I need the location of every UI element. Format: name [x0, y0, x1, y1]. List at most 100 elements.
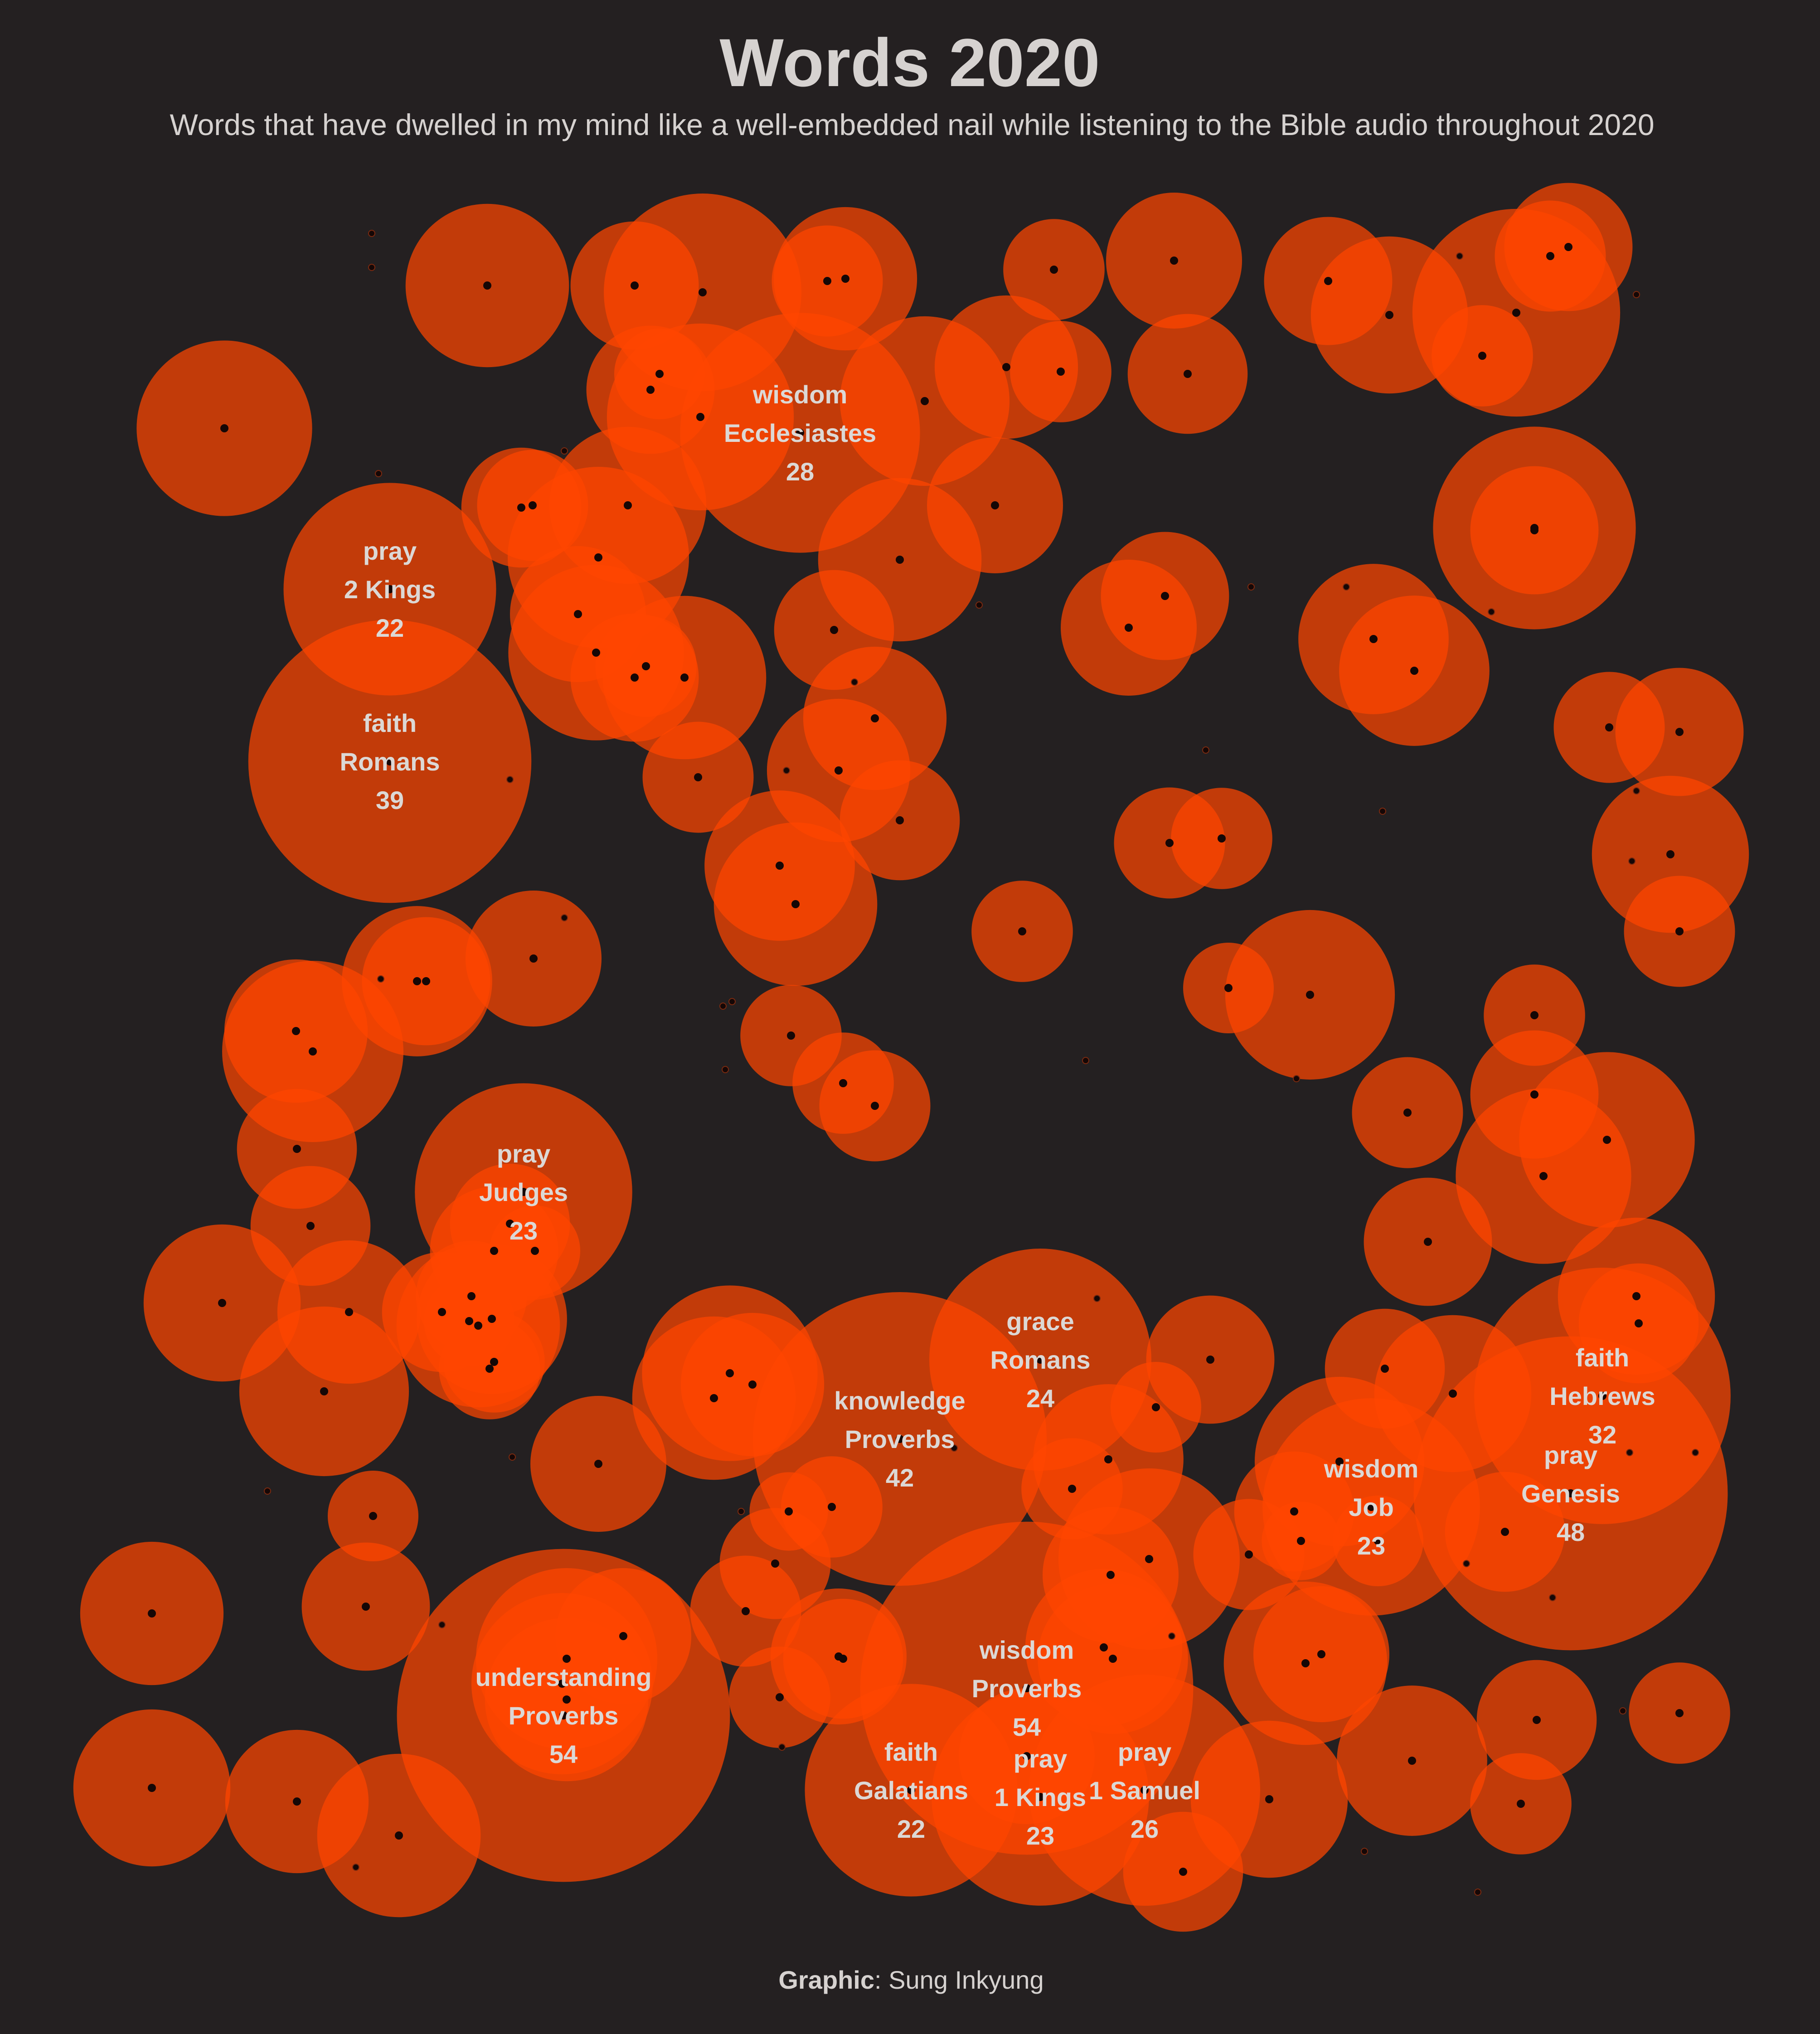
bubble-center-dot [1317, 1650, 1325, 1658]
bubble-center-dot [1666, 850, 1674, 858]
label-count: 22 [897, 1815, 925, 1843]
bubble-center-dot [1381, 1365, 1389, 1373]
bubble-center-dot [1335, 1458, 1344, 1466]
bubble-center-dot [220, 424, 228, 432]
bubble-center-dot [1179, 1868, 1187, 1876]
bubble-center-dot [320, 1387, 328, 1395]
bubble-center-dot [395, 1831, 403, 1840]
label-count: 32 [1588, 1420, 1616, 1449]
bubble-center-dot [1403, 1109, 1412, 1117]
label-book: Romans [340, 747, 440, 776]
label-book: Job [1349, 1493, 1394, 1521]
label-word: knowledge [834, 1386, 965, 1415]
stray-point [1633, 787, 1640, 794]
label-word: grace [1006, 1307, 1074, 1336]
chart-subtitle: Words that have dwelled in my mind like … [170, 108, 1654, 141]
bubble-center-dot [490, 1358, 498, 1366]
stray-point [438, 1621, 446, 1628]
bubble-center-dot [776, 862, 784, 870]
bubble-center-dot [362, 1603, 370, 1611]
stray-point [1474, 1889, 1481, 1896]
bubble-center-dot [293, 1797, 301, 1806]
bubble-center-dot [646, 386, 655, 394]
bubble-center-dot [1141, 1786, 1149, 1794]
bubble-center-dot [631, 281, 639, 290]
bubble-center-dot [1125, 624, 1133, 632]
chart-caption: Graphic: Sung Inkyung [778, 1966, 1043, 1994]
bubble-center-dot [559, 1711, 568, 1719]
bubble-center-dot [306, 1222, 315, 1230]
bubble-center-dot [694, 773, 702, 781]
bubble-center-dot [1036, 1356, 1044, 1364]
bubble-center-dot [485, 1365, 494, 1373]
stray-point [509, 1453, 516, 1461]
bubble-center-dot [422, 977, 430, 985]
bubble-center-dot [1002, 363, 1010, 371]
stray-point [1463, 1560, 1470, 1567]
bubble-center-dot [624, 501, 632, 509]
label-book: 1 Kings [995, 1783, 1086, 1811]
bubble-center-dot [785, 1507, 793, 1516]
bubble-center-dot [529, 954, 538, 963]
stray-point [1626, 1449, 1633, 1456]
bubble-center-dot [1100, 1643, 1108, 1651]
stray-point [722, 1066, 729, 1073]
stray-point [951, 1444, 958, 1452]
bubble-center-dot [1539, 1172, 1548, 1180]
stray-point [368, 264, 375, 271]
bubble-center-dot [699, 288, 707, 296]
bubble-center-dot [1104, 1455, 1112, 1463]
bubble-center-dot [896, 816, 904, 824]
label-count: 54 [549, 1740, 578, 1768]
bubble-center-dot [828, 1503, 836, 1511]
label-book: 2 Kings [344, 575, 436, 604]
bubble-center-dot [529, 501, 537, 509]
bubble-center-dot [1501, 1528, 1509, 1536]
bubble-center-dot [1218, 834, 1226, 843]
bubble-center-dot [1564, 243, 1572, 251]
bubble-center-dot [642, 662, 650, 670]
label-count: 39 [376, 786, 404, 814]
stray-point [728, 998, 736, 1005]
bubble-center-dot [776, 1693, 784, 1701]
bubble-center-dot [839, 1079, 847, 1087]
stray-point [1202, 746, 1209, 754]
bubble-center-dot [796, 429, 804, 437]
label-word: pray [497, 1139, 550, 1168]
bubble-center-dot [474, 1322, 482, 1330]
label-count: 23 [510, 1216, 538, 1245]
stray-point [719, 1002, 727, 1010]
bubble-center-dot [386, 585, 394, 593]
bubble-center-dot [1224, 984, 1233, 992]
bubble-center-dot [1675, 1709, 1684, 1717]
bubble-center-dot [1369, 635, 1378, 643]
bubble-center-dot [791, 900, 800, 908]
bubble-center-dot [619, 1632, 627, 1640]
label-count: 23 [1026, 1821, 1054, 1850]
caption-rest: : Sung Inkyung [874, 1966, 1044, 1994]
stray-point [976, 601, 983, 609]
bubble-center-dot [696, 413, 704, 421]
label-count: 48 [1557, 1518, 1585, 1546]
stray-point [1456, 252, 1463, 260]
bubble-center-dot [1324, 277, 1332, 285]
bubble-center-dot [835, 766, 843, 775]
bubble-center-dot [1165, 839, 1174, 847]
chart-title: Words 2020 [719, 24, 1100, 101]
bubble-center-dot [1530, 1090, 1539, 1099]
bubble-center-dot [1161, 592, 1169, 600]
bubble-center-dot [1512, 309, 1520, 317]
label-book: Romans [990, 1346, 1091, 1374]
stray-point [1343, 583, 1350, 591]
bubble-center-dot [1675, 728, 1684, 736]
label-book: Proverbs [845, 1425, 955, 1453]
bubble-center-dot [1306, 991, 1314, 999]
bubble-center-dot [1517, 1800, 1525, 1808]
label-book: Proverbs [509, 1701, 619, 1730]
label-word: pray [1118, 1738, 1171, 1766]
label-count: 42 [886, 1463, 914, 1492]
bubble-center-dot [483, 281, 491, 290]
stray-point [368, 230, 375, 237]
stray-point [506, 776, 514, 783]
stray-point [1549, 1594, 1556, 1601]
